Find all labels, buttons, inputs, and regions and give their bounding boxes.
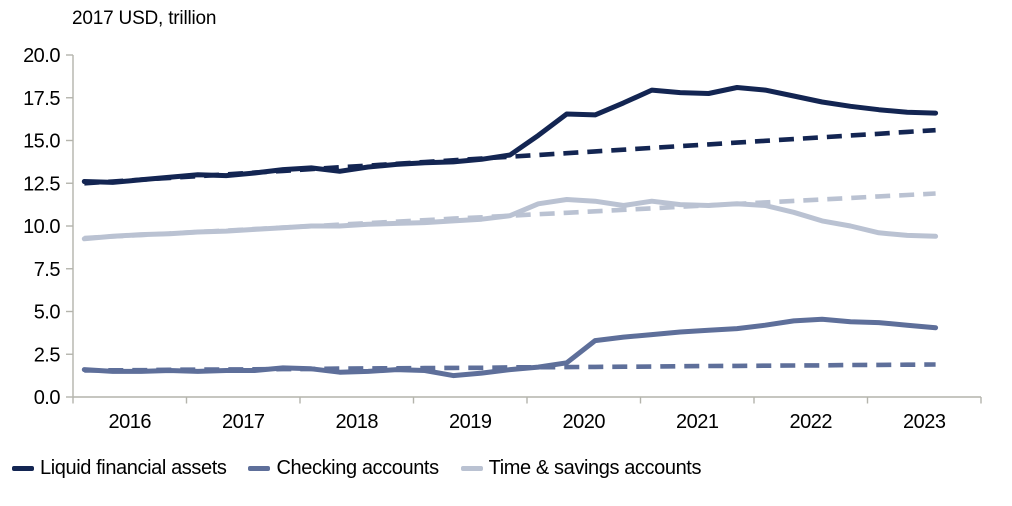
legend-item-time-savings-accounts: Time & savings accounts	[460, 457, 702, 480]
legend-item-liquid-financial-assets: Liquid financial assets	[12, 457, 227, 480]
x-tick-label: 2023	[903, 411, 946, 433]
x-tick-label: 2018	[336, 411, 379, 433]
x-tick-label: 2017	[222, 411, 265, 433]
series-line-liquid-financial-assets	[81, 85, 939, 185]
x-tick-label: 2019	[449, 411, 492, 433]
series-line-liquid-financial-assets-dashed	[84, 127, 936, 186]
y-tick-label: 15.0	[23, 131, 60, 153]
chart-title: 2017 USD, trillion	[72, 8, 217, 29]
y-tick-label: 5.0	[34, 302, 61, 324]
series-line-time-savings-accounts-dashed	[84, 191, 936, 241]
legend-label: Time & savings accounts	[488, 457, 702, 479]
x-tick-label: 2016	[109, 411, 152, 433]
y-tick-label: 0.0	[34, 387, 61, 409]
x-tick-label: 2021	[676, 411, 719, 433]
y-tick-label: 10.0	[23, 216, 60, 238]
legend-marker-icon	[12, 466, 34, 471]
legend-marker-icon	[460, 466, 483, 471]
x-tick-label: 2022	[790, 411, 833, 433]
y-tick-label: 2.5	[34, 344, 61, 366]
legend-label: Liquid financial assets	[40, 457, 227, 479]
chart-legend: Liquid financial assets Checking account…	[12, 457, 701, 480]
y-tick-label: 17.5	[23, 88, 60, 110]
y-tick-label: 7.5	[34, 259, 61, 281]
series-line-checking-accounts-dashed	[84, 362, 936, 373]
y-tick-label: 12.5	[23, 173, 60, 195]
legend-marker-icon	[248, 466, 271, 471]
legend-label: Checking accounts	[276, 457, 439, 479]
x-tick-label: 2020	[563, 411, 606, 433]
y-tick-label: 20.0	[23, 45, 60, 67]
legend-item-checking-accounts: Checking accounts	[248, 457, 439, 480]
series-line-time-savings-accounts	[81, 197, 939, 242]
series-line-checking-accounts	[81, 316, 939, 379]
